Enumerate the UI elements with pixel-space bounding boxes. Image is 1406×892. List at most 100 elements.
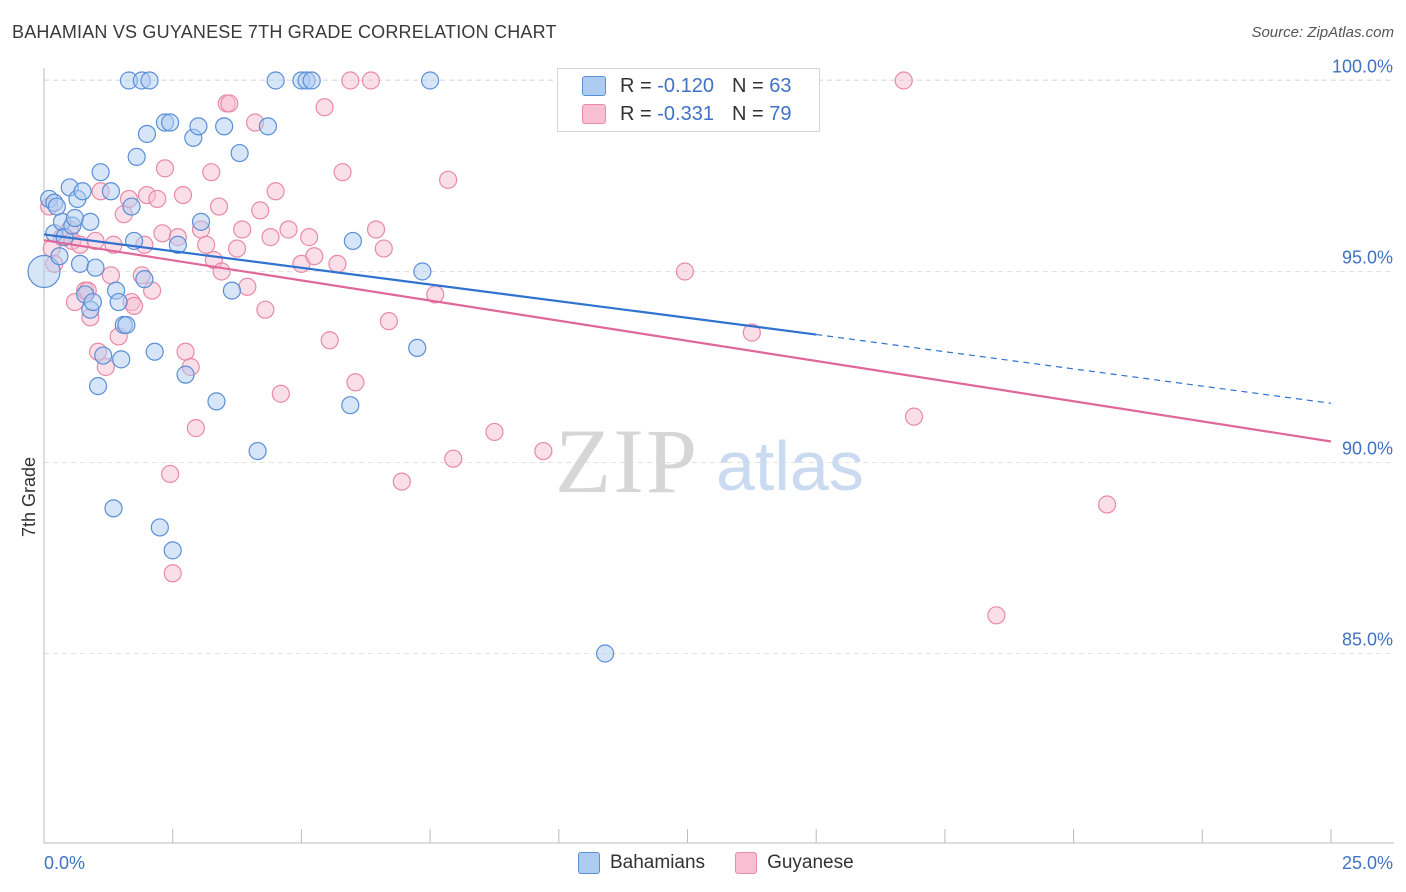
- bahamians-points: [27, 71, 615, 663]
- guyanese-points: [40, 71, 1117, 625]
- data-point-bahamians: [163, 541, 182, 560]
- data-point-guyanese: [675, 262, 695, 281]
- data-point-guyanese: [333, 163, 352, 182]
- data-point-guyanese: [366, 220, 386, 239]
- data-point-bahamians: [266, 71, 285, 90]
- data-point-bahamians: [73, 182, 92, 201]
- data-point-guyanese: [315, 98, 334, 117]
- data-point-bahamians: [248, 441, 267, 461]
- legend-row-bahamians: R = -0.120 N = 63: [582, 73, 791, 99]
- data-point-bahamians: [117, 315, 136, 335]
- data-point-guyanese: [124, 296, 144, 315]
- y-tick-label: 100.0%: [1332, 57, 1393, 77]
- data-point-guyanese: [439, 170, 458, 189]
- data-point-guyanese: [186, 419, 205, 438]
- data-point-guyanese: [209, 197, 229, 216]
- data-point-bahamians: [122, 197, 141, 216]
- data-point-guyanese: [251, 201, 270, 220]
- data-point-bahamians: [137, 124, 157, 144]
- data-point-bahamians: [421, 71, 440, 90]
- data-point-guyanese: [266, 182, 285, 201]
- tick-labels: 85.0% 90.0% 95.0% 100.0% 0.0% 25.0%: [44, 57, 1393, 874]
- data-point-bahamians: [86, 258, 105, 277]
- watermark-zip: ZIP: [555, 410, 699, 512]
- data-point-bahamians: [140, 71, 159, 90]
- data-point-bahamians: [596, 644, 615, 663]
- data-point-bahamians: [222, 281, 242, 300]
- data-point-bahamians: [413, 262, 432, 281]
- data-point-guyanese: [238, 277, 257, 296]
- data-point-bahamians: [150, 518, 169, 537]
- data-point-guyanese: [320, 331, 339, 350]
- data-point-bahamians: [145, 342, 164, 361]
- data-point-bahamians: [109, 292, 128, 312]
- legend-swatch-pink: [735, 852, 758, 874]
- data-point-guyanese: [220, 94, 239, 113]
- data-point-guyanese: [101, 266, 121, 285]
- legend-r-value: -0.331: [657, 102, 714, 125]
- legend-item-guyanese[interactable]: Guyanese: [735, 852, 854, 874]
- x-tick-label: 0.0%: [44, 853, 85, 873]
- data-point-bahamians: [135, 270, 154, 289]
- legend-swatch-blue: [582, 76, 606, 96]
- data-point-bahamians: [65, 208, 84, 228]
- y-tick-label: 95.0%: [1342, 248, 1393, 268]
- legend-n-value: 63: [769, 74, 792, 97]
- legend-label-guyanese: Guyanese: [767, 852, 854, 873]
- data-point-guyanese: [163, 564, 182, 583]
- data-point-guyanese: [261, 228, 280, 247]
- data-point-bahamians: [191, 212, 211, 231]
- legend-n-label: N =: [731, 74, 764, 97]
- correlation-legend: R = -0.120 N = 63 R = -0.331 N = 79: [557, 68, 820, 132]
- data-point-bahamians: [207, 392, 226, 411]
- trend-lines: [43, 233, 1332, 443]
- data-point-guyanese: [444, 449, 463, 468]
- data-point-bahamians: [27, 254, 61, 289]
- data-point-guyanese: [173, 186, 193, 205]
- data-point-guyanese: [197, 235, 216, 254]
- data-point-bahamians: [101, 182, 121, 201]
- legend-swatch-blue: [578, 852, 600, 874]
- data-point-bahamians: [50, 247, 69, 266]
- data-point-bahamians: [88, 377, 108, 396]
- data-point-bahamians: [47, 197, 66, 216]
- data-point-guyanese: [374, 239, 393, 258]
- data-point-guyanese: [379, 312, 399, 331]
- watermark: ZIP atlas: [555, 410, 864, 512]
- x-tick-label: 25.0%: [1342, 853, 1393, 873]
- data-point-bahamians: [112, 350, 131, 369]
- trend-line-guyanese: [43, 239, 1332, 443]
- data-point-guyanese: [987, 606, 1006, 625]
- data-point-guyanese: [894, 71, 913, 90]
- data-point-guyanese: [176, 342, 195, 361]
- data-point-bahamians: [215, 117, 234, 136]
- legend-swatch-pink: [582, 104, 606, 124]
- data-point-guyanese: [202, 163, 221, 182]
- trend-line-bahamians-extension: [816, 333, 1332, 404]
- data-point-bahamians: [81, 212, 100, 231]
- data-point-guyanese: [212, 262, 231, 281]
- data-point-guyanese: [392, 472, 411, 491]
- trend-line-bahamians: [43, 233, 817, 336]
- legend-n-label: N =: [731, 102, 764, 125]
- data-point-bahamians: [176, 365, 195, 384]
- watermark-atlas: atlas: [716, 427, 864, 505]
- legend-r-value: -0.120: [657, 74, 714, 97]
- source-label: Source: ZipAtlas.com: [1251, 24, 1394, 41]
- data-point-guyanese: [534, 441, 553, 461]
- data-point-bahamians: [258, 117, 278, 136]
- data-point-guyanese: [361, 71, 380, 90]
- data-point-guyanese: [742, 323, 761, 342]
- data-point-bahamians: [408, 338, 427, 357]
- legend-item-bahamians[interactable]: Bahamians: [578, 852, 705, 874]
- data-point-bahamians: [104, 499, 123, 518]
- grid-lines: [44, 79, 1394, 654]
- data-point-bahamians: [189, 117, 208, 136]
- data-point-guyanese: [904, 407, 924, 426]
- data-point-guyanese: [148, 189, 167, 209]
- data-point-guyanese: [233, 220, 252, 239]
- series-legend: Bahamians Guyanese: [578, 852, 884, 874]
- data-point-guyanese: [155, 159, 175, 178]
- data-point-bahamians: [168, 235, 187, 254]
- data-point-guyanese: [153, 224, 172, 243]
